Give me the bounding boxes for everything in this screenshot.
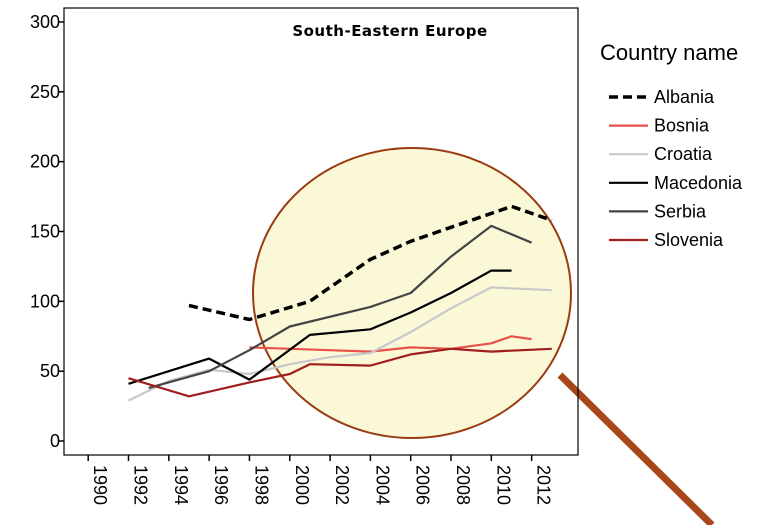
x-tick-label: 2004 xyxy=(372,465,392,505)
legend-label: Serbia xyxy=(654,201,707,221)
series-lines xyxy=(128,204,553,402)
series-line-serbia xyxy=(148,224,533,389)
y-tick-label: 200 xyxy=(30,152,60,172)
x-tick-label: 1994 xyxy=(171,465,191,505)
legend-label: Croatia xyxy=(654,144,713,164)
y-tick-label: 150 xyxy=(30,222,60,242)
x-tick-label: 2012 xyxy=(534,465,554,505)
x-tick-label: 1990 xyxy=(90,465,110,505)
x-tick-label: 2010 xyxy=(493,465,513,505)
series-line-slovenia xyxy=(128,347,552,398)
series-line-bosnia xyxy=(249,335,532,353)
x-tick-label: 2002 xyxy=(332,465,352,505)
y-tick-label: 300 xyxy=(30,12,60,32)
y-tick-label: 50 xyxy=(40,361,60,381)
legend-label: Macedonia xyxy=(654,173,743,193)
y-tick-label: 250 xyxy=(30,82,60,102)
series-line-croatia xyxy=(128,286,552,402)
legend: Country name Albania Bosnia Croatia Macedon… xyxy=(600,40,743,250)
legend-label: Albania xyxy=(654,87,715,107)
x-tick-label: 2008 xyxy=(453,465,473,505)
legend-title: Country name xyxy=(600,40,738,65)
x-tick-label: 2006 xyxy=(413,465,433,505)
series-line-albania xyxy=(188,204,553,322)
axes: 0 50 100 150 200 250 300 1990 1992 1994 1996 1998 20… xyxy=(30,12,554,505)
x-tick-label: 1996 xyxy=(211,465,231,505)
x-tick-label: 1998 xyxy=(251,465,271,505)
x-tick-label: 2000 xyxy=(292,465,312,505)
y-tick-label: 0 xyxy=(50,431,60,451)
pointer-arrow xyxy=(557,372,715,525)
y-tick-label: 100 xyxy=(30,291,60,311)
legend-label: Bosnia xyxy=(654,116,710,136)
x-tick-label: 1992 xyxy=(131,465,151,505)
series-line-macedonia xyxy=(128,269,512,385)
legend-label: Slovenia xyxy=(654,230,724,250)
chart-title: South-Eastern Europe xyxy=(292,22,487,40)
